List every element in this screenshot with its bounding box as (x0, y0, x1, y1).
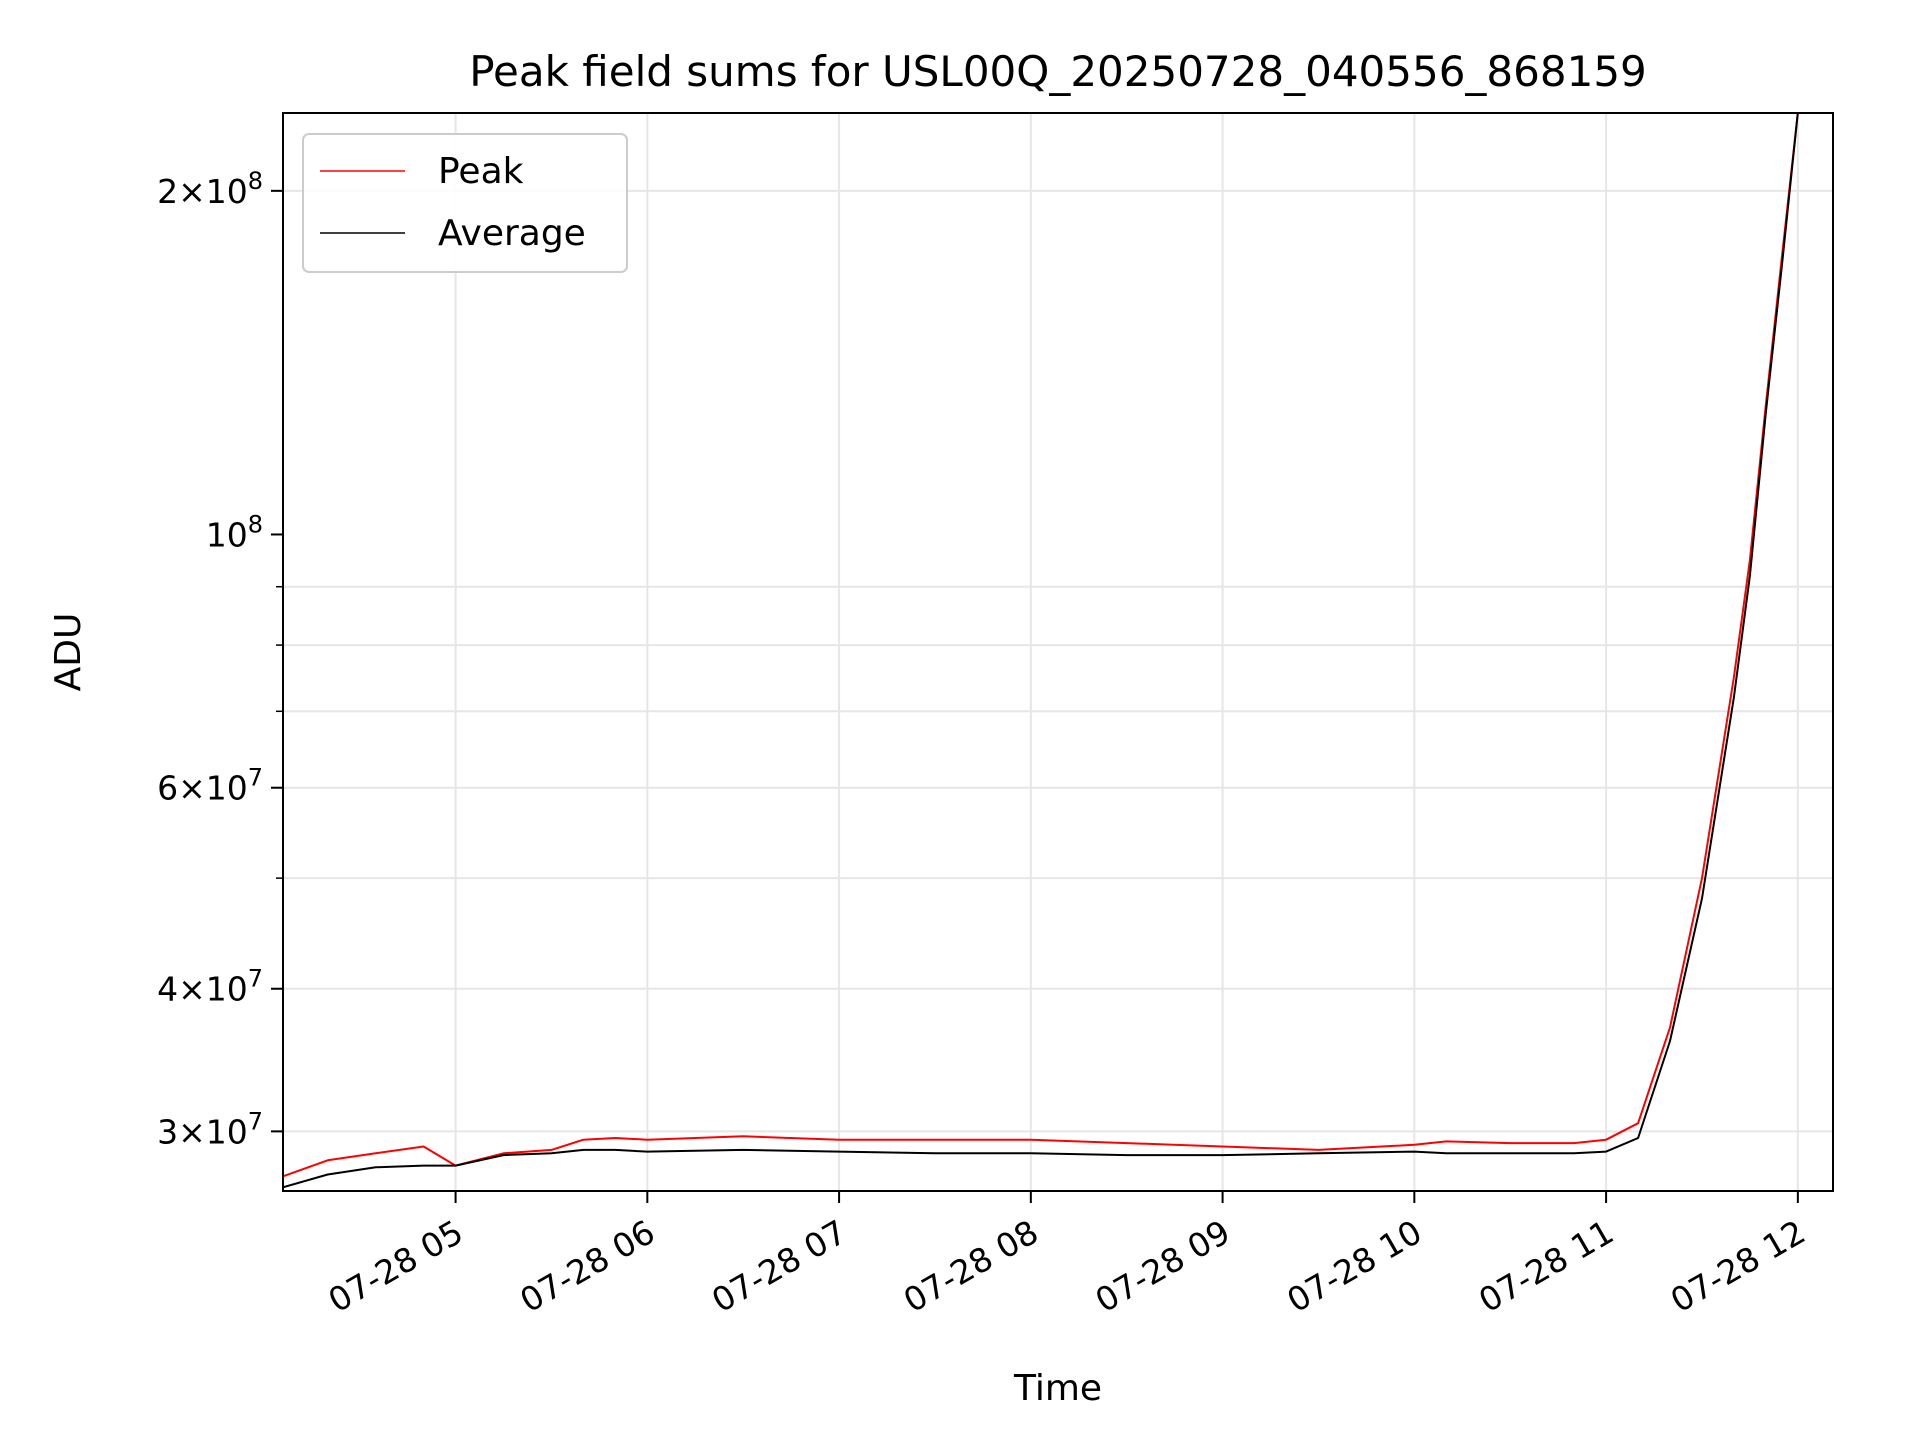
series-layer (283, 113, 1799, 1189)
y-tick-label-2: 6×107 (157, 764, 263, 808)
legend: Peak Average (302, 133, 628, 273)
y-tick-label-4: 2×108 (157, 167, 263, 211)
y-tick-label-0: 3×107 (157, 1107, 263, 1151)
legend-label-peak: Peak (438, 151, 524, 192)
y-axis: 3×107 4×107 6×107 108 2×108 (157, 167, 283, 1151)
chart-title: Peak field sums for USL00Q_20250728_0405… (469, 47, 1647, 96)
series-line-average (283, 113, 1799, 1189)
grid (283, 113, 1833, 1191)
legend-box (302, 133, 628, 273)
y-tick-label-1: 4×107 (157, 965, 263, 1009)
plot-frame (282, 112, 1834, 1192)
series-line-peak (283, 113, 1799, 1178)
y-tick-label-3: 108 (206, 510, 263, 554)
legend-label-average: Average (438, 213, 586, 254)
x-axis-label: Time (1013, 1368, 1102, 1409)
y-axis-label: ADU (48, 613, 89, 692)
